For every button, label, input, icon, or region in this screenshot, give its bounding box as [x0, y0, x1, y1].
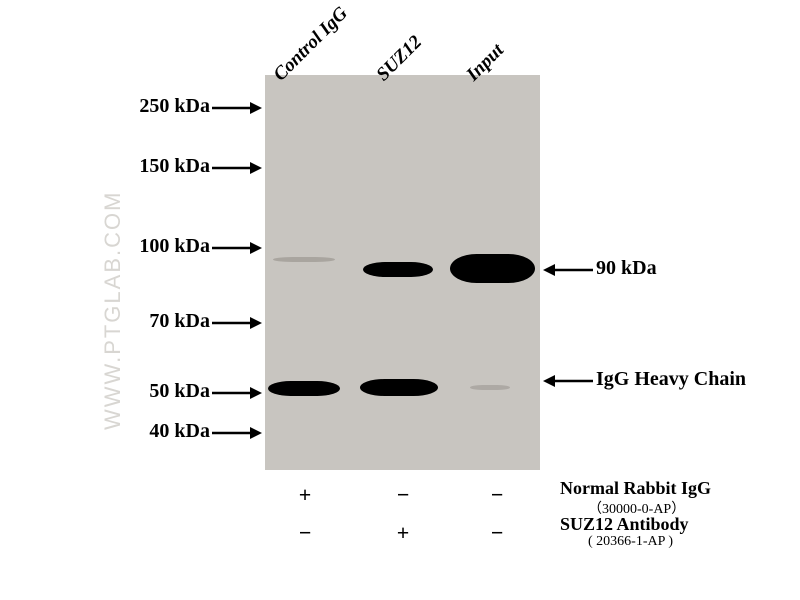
- mw-label-150: 150 kDa: [110, 155, 210, 178]
- condition-symbol: −: [482, 482, 512, 508]
- arrow-right-icon: [212, 100, 262, 116]
- arrow-right-icon: [212, 425, 262, 441]
- condition-symbol: +: [388, 520, 418, 546]
- mw-label-250: 250 kDa: [110, 95, 210, 118]
- lane-label-control-igg: Control IgG: [269, 3, 352, 86]
- condition-symbol: +: [290, 482, 320, 508]
- band: [363, 262, 433, 277]
- arrow-right-icon: [212, 315, 262, 331]
- mw-label-50: 50 kDa: [120, 380, 210, 403]
- mw-label-70: 70 kDa: [120, 310, 210, 333]
- band: [450, 254, 535, 283]
- mw-label-40: 40 kDa: [120, 420, 210, 443]
- antibody-catalog-20366: ( 20366-1-AP ): [588, 534, 673, 550]
- band: [273, 257, 335, 262]
- band: [470, 385, 510, 390]
- figure-container: WWW.PTGLAB.COM Control IgG SUZ12 Input 2…: [0, 0, 800, 600]
- antibody-label-normal-rabbit-igg: Normal Rabbit IgG: [560, 478, 711, 499]
- band-label-90kda: 90 kDa: [596, 257, 657, 280]
- antibody-label-suz12: SUZ12 Antibody: [560, 514, 689, 535]
- arrow-left-icon: [543, 373, 593, 389]
- arrow-right-icon: [212, 160, 262, 176]
- band: [360, 379, 438, 396]
- mw-label-100: 100 kDa: [110, 235, 210, 258]
- band: [268, 381, 340, 396]
- condition-symbol: −: [388, 482, 418, 508]
- condition-symbol: −: [290, 520, 320, 546]
- band-label-igg-heavy: IgG Heavy Chain: [596, 368, 746, 391]
- condition-symbol: −: [482, 520, 512, 546]
- arrow-right-icon: [212, 385, 262, 401]
- arrow-left-icon: [543, 262, 593, 278]
- arrow-right-icon: [212, 240, 262, 256]
